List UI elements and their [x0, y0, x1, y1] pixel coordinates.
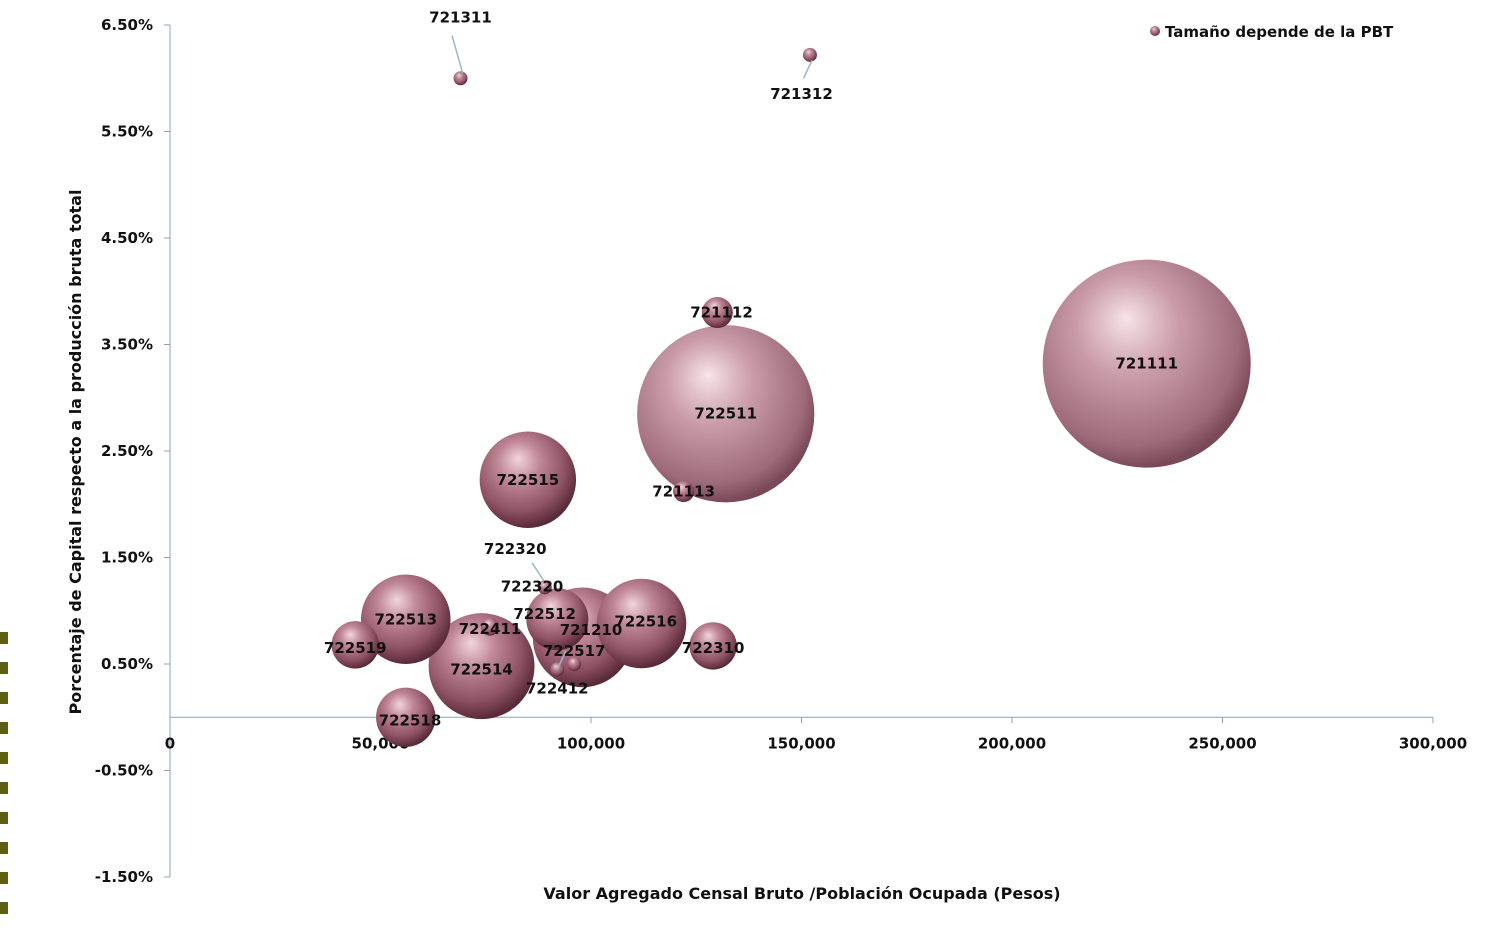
bubbles [331, 47, 1251, 747]
data-label: 722519 [324, 639, 387, 657]
edge-mark [0, 722, 8, 734]
y-tick-label: 6.50% [101, 16, 153, 34]
leader-line [451, 35, 464, 74]
data-label: 722518 [379, 711, 442, 729]
axes: 6.50% 5.50% 4.50% 3.50% 2.50% 1.50% 0.50% -0.50… [95, 16, 1467, 886]
bubble-722512 [526, 588, 589, 651]
edge-mark [0, 692, 8, 704]
bubble-722519 [331, 621, 379, 669]
edge-mark [0, 662, 8, 674]
bubble-722515 [479, 431, 577, 528]
bubble-722518 [376, 687, 436, 747]
edge-mark [0, 812, 8, 824]
data-label: 721113 [652, 482, 715, 500]
y-tick-label: -1.50% [95, 868, 153, 886]
x-tick-label: 100,000 [557, 734, 625, 752]
data-label: 722516 [614, 612, 677, 630]
data-label: 722320 [501, 577, 564, 595]
leader-line [531, 562, 546, 583]
bubble-721111 [1042, 259, 1251, 468]
y-axis-title: Porcentaje de Capital respecto a la prod… [66, 190, 85, 715]
data-label: 721111 [1115, 355, 1178, 373]
bubble-722514 [428, 613, 535, 720]
bubble-722310 [689, 622, 737, 670]
data-label: 721311 [429, 9, 492, 27]
y-tick-label: 4.50% [101, 229, 153, 247]
bubble-722320 [537, 580, 552, 595]
data-label: 722511 [694, 405, 757, 423]
legend-label: Tamaño depende de la PBT [1165, 23, 1394, 41]
x-tick-label: 300,000 [1399, 734, 1467, 752]
x-tick-label: 150,000 [767, 734, 835, 752]
legend-marker [1150, 26, 1160, 36]
data-label: 722310 [682, 639, 745, 657]
edge-mark [0, 632, 8, 644]
leader-line [556, 650, 567, 670]
bubble-721112 [701, 297, 733, 329]
leader-line [802, 59, 813, 79]
y-tick-label: 2.50% [101, 442, 153, 460]
data-label: 722320 [484, 540, 547, 558]
data-label: 722513 [374, 610, 437, 628]
x-tick-label: 250,000 [1188, 734, 1256, 752]
y-tick-label: 3.50% [101, 336, 153, 354]
leader-lines [451, 35, 813, 670]
data-label: 722515 [497, 471, 560, 489]
x-axis-title: Valor Agregado Censal Bruto /Población O… [543, 884, 1060, 903]
data-label: 722412 [526, 679, 589, 697]
bubble-722517 [567, 657, 582, 671]
y-tick-label: 1.50% [101, 549, 153, 567]
x-tick-label: 0 [165, 734, 175, 752]
data-label: 721210 [560, 621, 623, 639]
bubble-722411 [481, 617, 499, 636]
edge-mark [0, 782, 8, 794]
bubble-722516 [596, 578, 687, 669]
edge-mark [0, 902, 8, 914]
bubble-722511 [637, 325, 815, 503]
legend: Tamaño depende de la PBT [1150, 23, 1394, 41]
data-label: 721112 [690, 304, 753, 322]
bubble-722513 [361, 574, 451, 665]
data-label: 722512 [513, 605, 576, 623]
y-tick-label: 5.50% [101, 123, 153, 141]
data-label: 722517 [543, 642, 606, 660]
data-labels: 721311 721312 721112 721111 722511 722515 7211… [324, 9, 1178, 730]
edge-mark [0, 872, 8, 884]
data-label: 721312 [770, 85, 833, 103]
y-tick-label: 0.50% [101, 655, 153, 673]
data-label: 722514 [450, 660, 513, 678]
y-tick-label: -0.50% [95, 762, 153, 780]
edge-mark [0, 842, 8, 854]
bubble-721311 [453, 71, 468, 86]
data-label: 722411 [459, 620, 522, 638]
bubble-721312 [802, 47, 817, 62]
left-edge-marks [0, 632, 8, 914]
edge-mark [0, 752, 8, 764]
bubble-721113 [673, 480, 695, 503]
x-tick-label: 200,000 [978, 734, 1046, 752]
